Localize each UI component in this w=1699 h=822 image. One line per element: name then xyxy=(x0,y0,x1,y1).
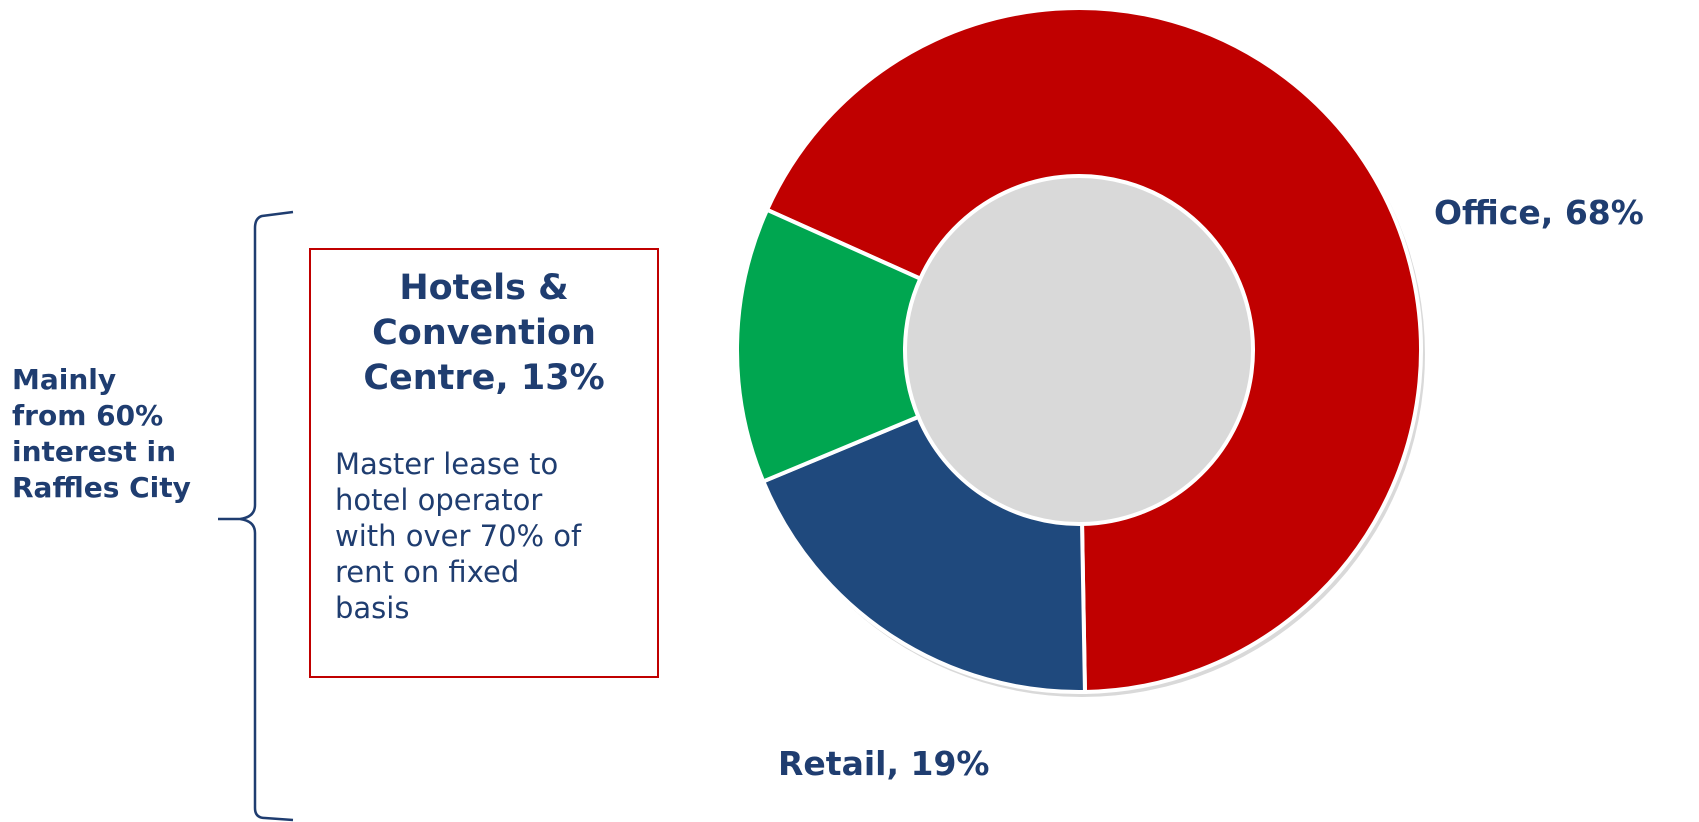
brace-note: Mainly from 60% interest in Raffles City xyxy=(12,363,191,504)
hotel-callout-description: Master lease to hotel operator with over… xyxy=(335,447,582,625)
donut-slice-office xyxy=(764,6,1423,694)
hotel-callout-title: Hotels & Convention Centre, 13% xyxy=(363,268,605,398)
slice-label-retail: Retail, 19% xyxy=(778,744,990,783)
donut-slice-hotels xyxy=(735,207,923,485)
hotel-callout-box: Hotels & Convention Centre, 13% Master l… xyxy=(309,248,659,678)
slice-label-office: Office, 68% xyxy=(1434,193,1644,232)
donut-slice-retail xyxy=(760,414,1088,694)
